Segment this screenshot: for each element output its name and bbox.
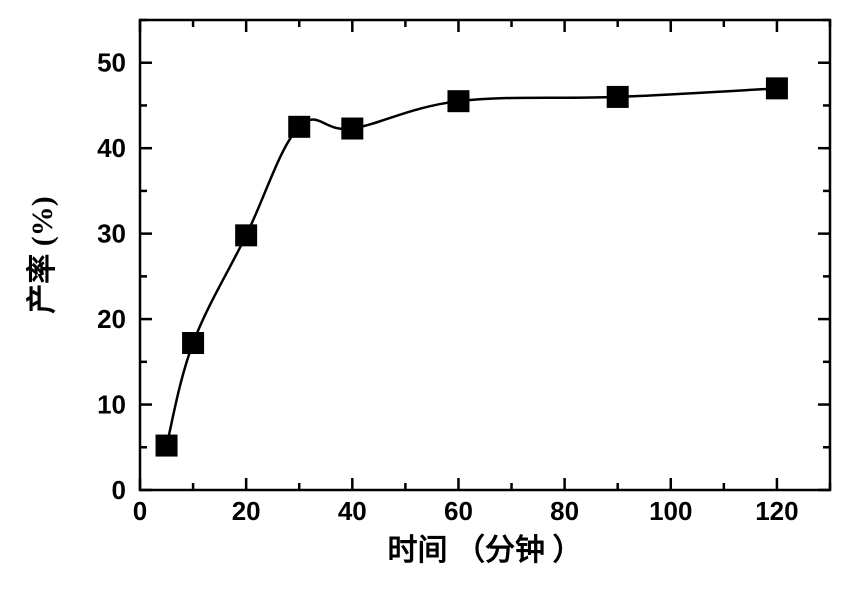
- x-tick-label: 80: [550, 496, 579, 526]
- x-tick-label: 40: [338, 496, 367, 526]
- data-marker: [341, 118, 363, 140]
- x-tick-label: 60: [444, 496, 473, 526]
- plot-bg: [0, 0, 853, 599]
- y-tick-label: 30: [97, 219, 126, 249]
- y-tick-label: 10: [97, 390, 126, 420]
- x-tick-label: 100: [649, 496, 692, 526]
- x-tick-label: 120: [755, 496, 798, 526]
- data-marker: [288, 116, 310, 138]
- y-tick-label: 0: [112, 475, 126, 505]
- data-marker: [156, 435, 178, 457]
- data-marker: [447, 90, 469, 112]
- chart-container: 0 20 40 60 80 100 120 0 10 20 30 40 50 时间 （分钟 ） 产率 (%): [0, 0, 853, 599]
- data-marker: [607, 86, 629, 108]
- data-marker: [235, 224, 257, 246]
- data-marker: [182, 332, 204, 354]
- data-marker: [766, 77, 788, 99]
- x-axis-label: 时间 （分钟 ）: [388, 533, 583, 567]
- y-axis-label: 产率 (%): [26, 196, 59, 313]
- yield-vs-time-chart: 0 20 40 60 80 100 120 0 10 20 30 40 50 时间 （分钟 ） 产率 (%): [0, 0, 853, 599]
- y-tick-label: 20: [97, 304, 126, 334]
- x-tick-label: 0: [133, 496, 147, 526]
- x-tick-label: 20: [232, 496, 261, 526]
- y-tick-label: 50: [97, 48, 126, 78]
- y-tick-label: 40: [97, 133, 126, 163]
